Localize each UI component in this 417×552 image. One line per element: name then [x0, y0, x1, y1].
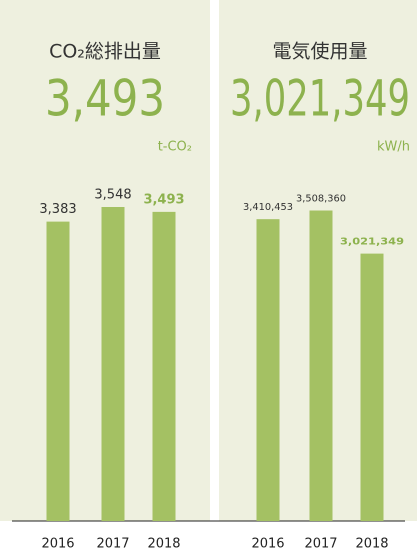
- bar: [256, 219, 280, 521]
- x-tick-label: 2018: [147, 537, 180, 552]
- panel-title: CO₂総排出量: [49, 41, 161, 63]
- bar: [360, 253, 384, 522]
- x-tick-label: 2017: [304, 537, 337, 552]
- bar: [101, 207, 125, 521]
- value-label: 3,508,360: [296, 194, 346, 205]
- x-tick-label: 2016: [41, 537, 74, 552]
- value-label: 3,410,453: [243, 202, 293, 213]
- x-tick-label: 2016: [251, 537, 284, 552]
- value-label: 3,548: [94, 188, 131, 203]
- bar: [46, 221, 70, 522]
- headline-value: 3,493: [45, 70, 165, 128]
- bar: [309, 210, 333, 522]
- value-label: 3,383: [39, 202, 76, 217]
- x-tick-label: 2018: [355, 537, 388, 552]
- unit: t-CO₂: [158, 140, 192, 155]
- headline-value: 3,021,349: [230, 70, 410, 128]
- x-tick-label: 2017: [96, 537, 129, 552]
- bar: [152, 211, 176, 521]
- value-label: 3,493: [143, 192, 184, 207]
- unit: kW/h: [377, 140, 410, 155]
- panel-title: 電気使用量: [272, 41, 367, 63]
- value-label: 3,021,349: [340, 237, 404, 248]
